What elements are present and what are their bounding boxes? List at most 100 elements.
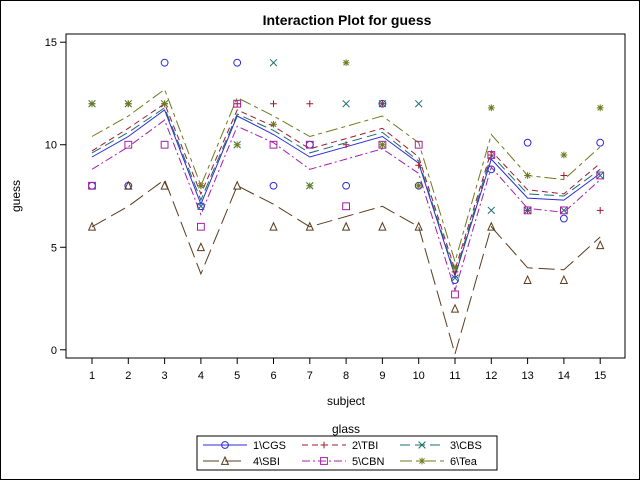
series-6-point bbox=[342, 59, 350, 67]
series-line-1 bbox=[91, 109, 601, 278]
plot-area bbox=[65, 33, 626, 359]
series-3-point bbox=[414, 99, 423, 108]
y-axis: 0 5 10 15 bbox=[45, 37, 66, 357]
series-4-point bbox=[487, 221, 496, 231]
series-6-point bbox=[560, 151, 568, 159]
series-6-point bbox=[524, 172, 531, 179]
series-4-point bbox=[341, 221, 351, 231]
x-tick-label: 6 bbox=[270, 370, 276, 382]
series-5-point bbox=[451, 290, 459, 299]
series-5-point bbox=[342, 202, 351, 211]
series-4-point bbox=[305, 221, 314, 231]
x-tick-label: 13 bbox=[521, 370, 533, 382]
series-4-point bbox=[378, 221, 387, 231]
series-5-point bbox=[269, 140, 278, 149]
legend-label-5: 5\CBN bbox=[352, 456, 384, 468]
x-tick-label: 10 bbox=[413, 370, 425, 382]
series-1-point bbox=[487, 165, 496, 174]
series-4-point bbox=[596, 240, 605, 250]
legend-box bbox=[196, 435, 498, 471]
x-tick-label: 12 bbox=[485, 370, 497, 382]
series-5-point bbox=[160, 140, 169, 149]
series-4-point bbox=[196, 242, 206, 252]
series-5-point bbox=[414, 140, 423, 149]
legend-marker-3 bbox=[418, 441, 426, 449]
series-3-point bbox=[342, 99, 350, 108]
series-2-point bbox=[342, 141, 350, 149]
y-tick-label: 10 bbox=[45, 140, 57, 152]
y-tick-label: 15 bbox=[45, 37, 57, 49]
series-1-point bbox=[596, 138, 605, 147]
legend-label-1: 1\CGS bbox=[253, 440, 286, 452]
legend-marker-5 bbox=[320, 457, 328, 465]
series-4-point bbox=[87, 221, 97, 231]
series-5-point bbox=[305, 140, 314, 149]
series-1-point bbox=[523, 138, 532, 147]
series-6-point bbox=[197, 182, 205, 190]
series-1-point bbox=[160, 58, 169, 67]
x-tick-label: 7 bbox=[307, 370, 313, 382]
legend-label-2: 2\TBI bbox=[352, 440, 378, 452]
series-6-point bbox=[487, 104, 495, 112]
series-2-point bbox=[270, 100, 277, 108]
series-6-point bbox=[88, 100, 96, 108]
series-5-point bbox=[560, 206, 568, 215]
legend-items: 1\CGS 2\TBI 3\CBS 4\SBI 5\CBN 6\Tea bbox=[203, 440, 482, 468]
x-tick-label: 5 bbox=[234, 370, 240, 382]
series-3-point bbox=[197, 202, 205, 211]
legend-marker-6 bbox=[418, 457, 426, 465]
series-2-point bbox=[596, 206, 604, 214]
x-tick-label: 9 bbox=[379, 370, 385, 382]
series-line-4 bbox=[91, 178, 601, 356]
series-5-point bbox=[487, 151, 496, 159]
series-1-point bbox=[233, 58, 242, 67]
series-4-point bbox=[269, 221, 278, 231]
series-2-point bbox=[560, 172, 568, 179]
x-tick-label: 1 bbox=[89, 370, 95, 382]
series-5-point bbox=[88, 181, 96, 190]
x-tick-label: 2 bbox=[125, 370, 131, 382]
series-line-5 bbox=[91, 119, 601, 293]
series-6-point bbox=[451, 264, 459, 272]
series-1-point bbox=[269, 181, 278, 190]
series-5-point bbox=[596, 171, 605, 180]
series-4-point bbox=[233, 180, 242, 190]
series-3-point bbox=[378, 99, 387, 108]
x-tick-label: 4 bbox=[198, 370, 204, 382]
series-6-point bbox=[306, 182, 314, 190]
series-4-point bbox=[559, 274, 569, 284]
y-tick-label: 0 bbox=[51, 345, 57, 357]
series-6-point bbox=[124, 100, 132, 108]
legend-label-4: 4\SBI bbox=[253, 456, 280, 468]
series-4-point bbox=[160, 180, 169, 190]
series-markers bbox=[87, 58, 605, 313]
series-3-point bbox=[523, 206, 532, 215]
series-5-point bbox=[197, 222, 205, 231]
series-3-point bbox=[269, 58, 278, 67]
x-axis-label: subject bbox=[327, 394, 366, 408]
legend-marker-2 bbox=[320, 441, 328, 449]
series-1-point bbox=[197, 202, 205, 211]
series-2-point bbox=[487, 151, 495, 159]
series-3-point bbox=[560, 206, 568, 215]
y-tick-label: 5 bbox=[51, 242, 57, 254]
series-6-point bbox=[233, 141, 241, 149]
series-4-point bbox=[414, 221, 423, 231]
series-4-point bbox=[450, 303, 460, 313]
series-5-point bbox=[124, 140, 133, 149]
legend: glass 1\CGS 2\TBI 3\CBS 4\SBI 5\CBN 6\Tea bbox=[196, 422, 498, 471]
series-3-point bbox=[451, 274, 459, 282]
legend-title: glass bbox=[332, 422, 360, 436]
x-tick-label: 8 bbox=[343, 370, 349, 382]
x-tick-label: 3 bbox=[162, 370, 168, 382]
series-1-point bbox=[342, 181, 351, 190]
series-6-point bbox=[161, 100, 168, 108]
x-tick-label: 14 bbox=[558, 370, 570, 382]
y-axis-label: guess bbox=[9, 180, 23, 212]
series-line-3 bbox=[91, 107, 601, 276]
legend-marker-1 bbox=[221, 441, 229, 449]
series-5-point bbox=[523, 206, 532, 215]
chart-title: Interaction Plot for guess bbox=[263, 12, 432, 28]
series-2-point bbox=[233, 100, 241, 108]
legend-marker-4 bbox=[220, 455, 230, 465]
